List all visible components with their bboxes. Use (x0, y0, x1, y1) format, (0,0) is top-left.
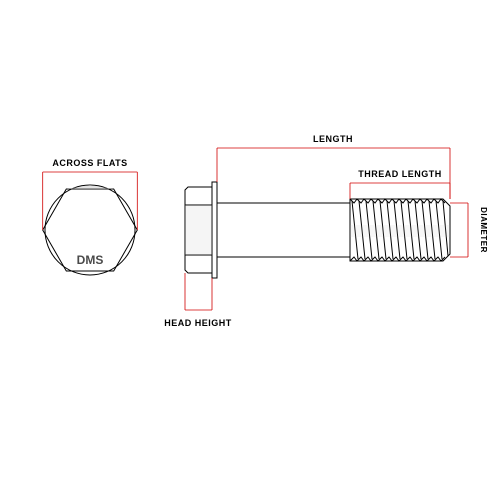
flange (212, 182, 217, 278)
label-across-flats: ACROSS FLATS (52, 158, 127, 168)
label-thread-length: THREAD LENGTH (358, 169, 442, 179)
dim-diameter: DIAMETER (450, 203, 488, 257)
head-shade (185, 205, 212, 255)
label-head-height: HEAD HEIGHT (164, 318, 232, 328)
dim-length: LENGTH (217, 134, 450, 199)
side-view: LENGTH THREAD LENGTH HEAD HEIGHT DIAMETE… (164, 134, 488, 328)
label-diameter: DIAMETER (479, 207, 488, 253)
thread-section (350, 199, 450, 261)
dim-thread-length: THREAD LENGTH (350, 169, 450, 199)
hex-shade-right (90, 185, 114, 189)
logo-text: DMS (77, 253, 104, 267)
bolt-diagram: ACROSS FLATS DMS (0, 0, 500, 500)
hex-shade-left (66, 185, 90, 189)
head-on-view: ACROSS FLATS DMS (43, 158, 138, 275)
dim-head-height: HEAD HEIGHT (164, 273, 232, 328)
shank (217, 203, 350, 257)
label-length: LENGTH (313, 134, 353, 144)
